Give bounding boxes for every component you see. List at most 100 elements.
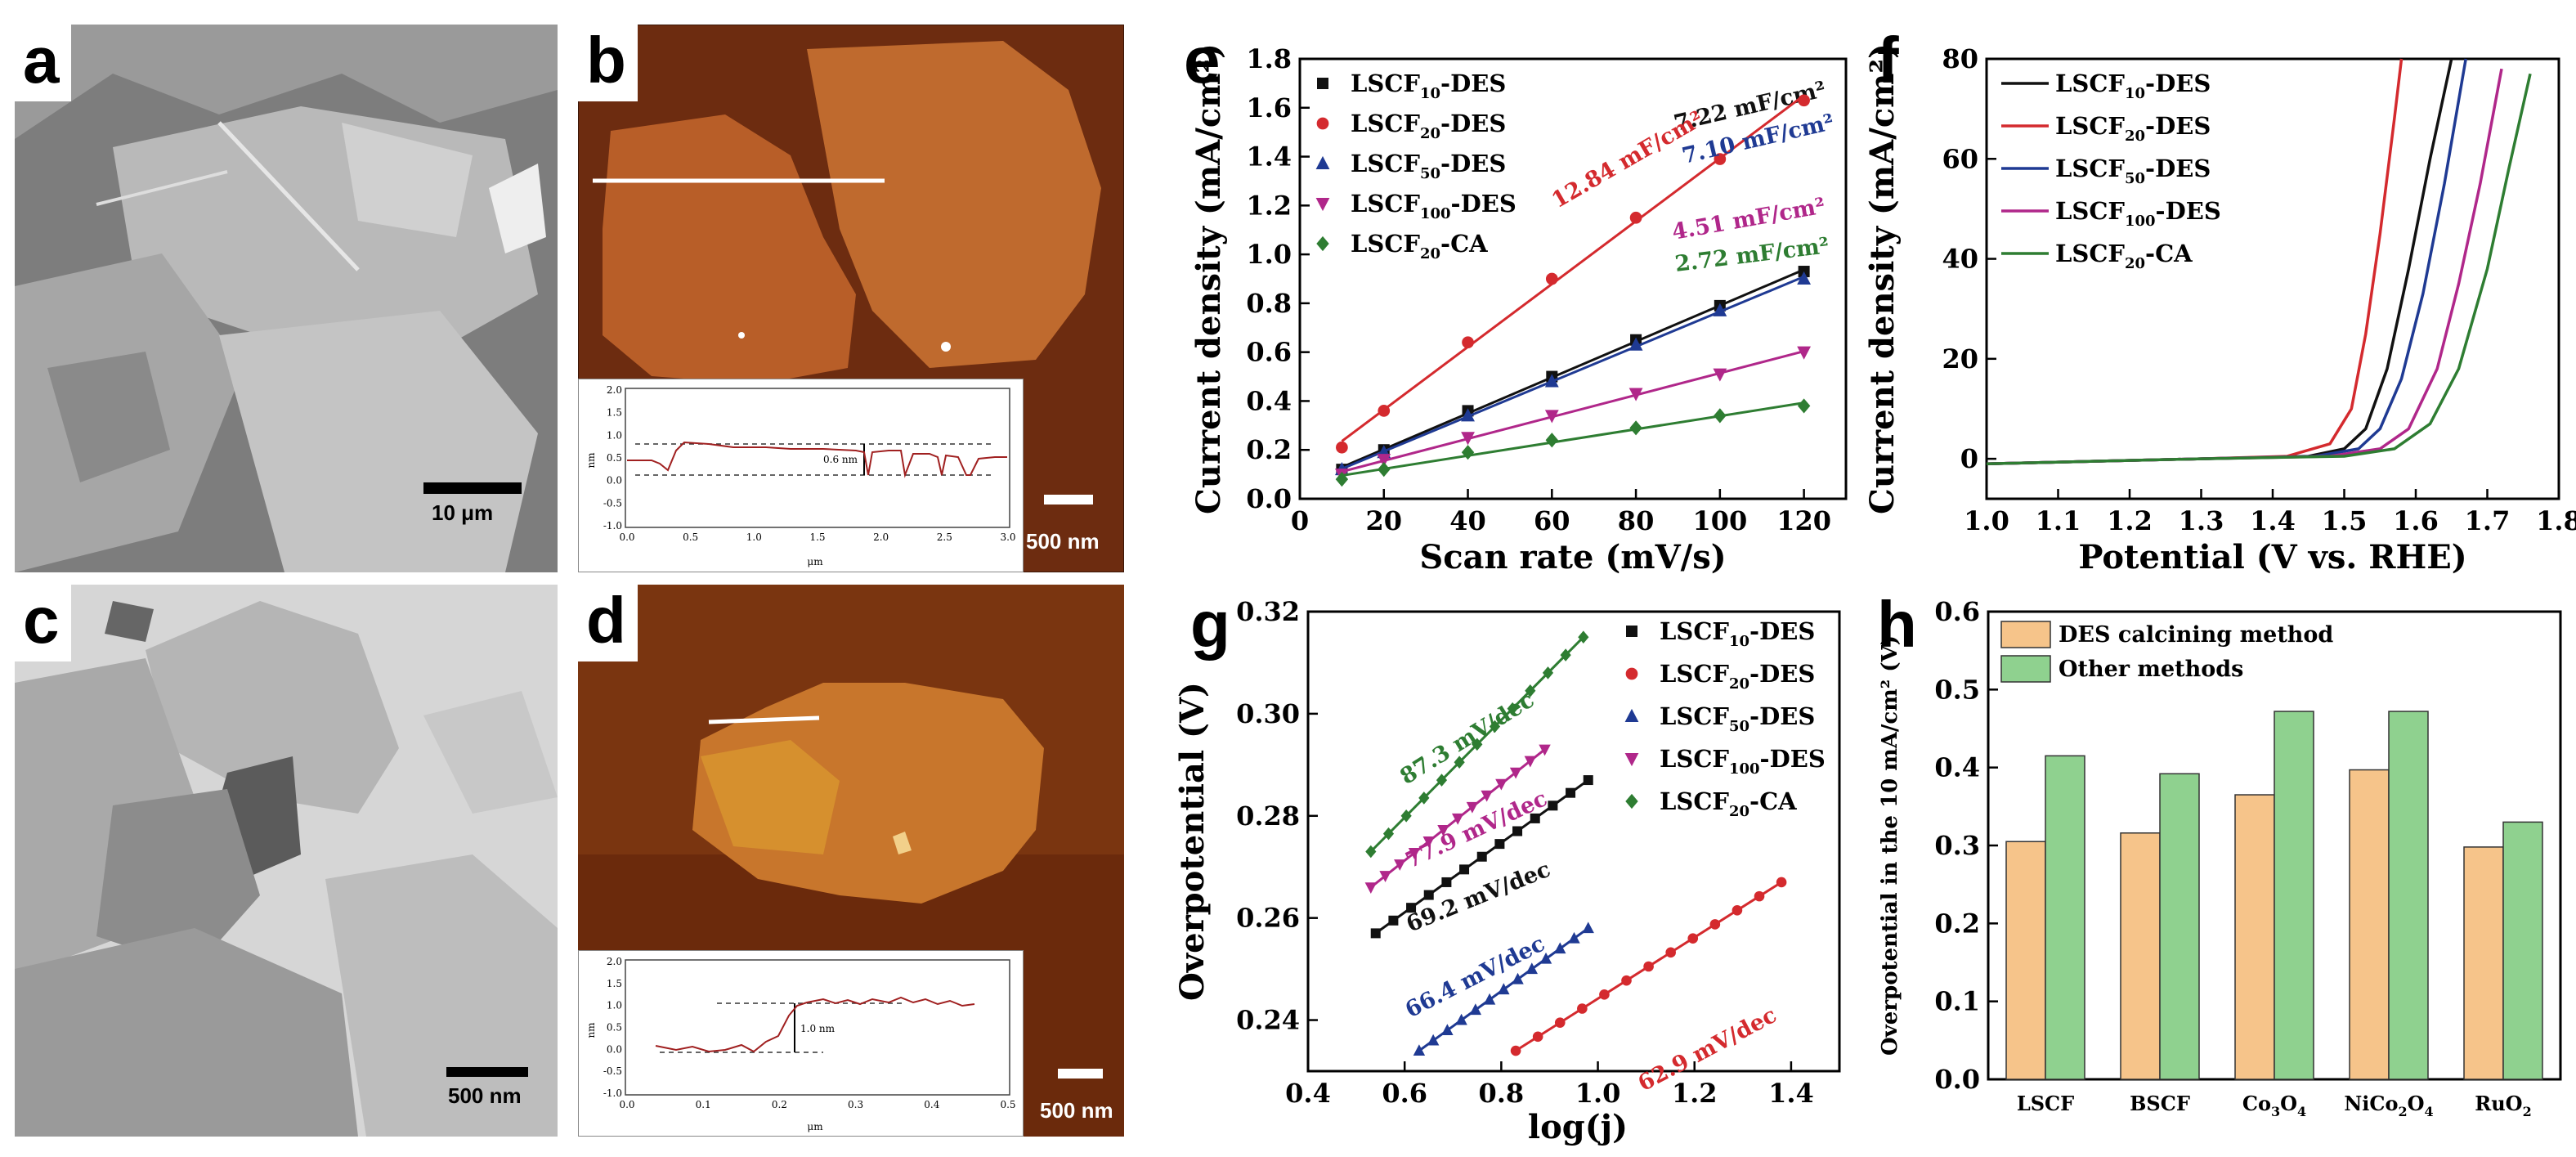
data-point xyxy=(1621,975,1632,986)
category-label-ruo2: RuO2 xyxy=(2475,1092,2531,1119)
sem-image-a xyxy=(15,25,558,572)
legend-label-sub: 20 xyxy=(1729,803,1749,820)
category-label-co3o4: Co3O4 xyxy=(2242,1092,2306,1119)
legend-label: LSCF100-DES xyxy=(1660,745,1826,778)
x-tick-label: 40 xyxy=(1449,505,1486,536)
x-tick-label: 0.8 xyxy=(1479,1078,1525,1109)
inset-x-tick-label: 0.3 xyxy=(848,1099,863,1110)
legend-label-base: LSCF xyxy=(1660,617,1729,645)
data-point xyxy=(1539,952,1552,964)
inset-x-tick-label: 0.0 xyxy=(619,531,634,543)
legend-marker xyxy=(1316,235,1329,252)
y-tick-label: 1.4 xyxy=(1246,141,1292,173)
legend-label-suffix: -DES xyxy=(1440,70,1506,97)
panel-e: 0 20 40 60 80 100 120 0.0 0.2 0.4 0.6 0.8 1.0 1.2 1.4 1… xyxy=(1136,25,1856,597)
tafel-series-lscf20-des: 62.9 mV/dec xyxy=(1510,877,1787,1096)
bar-nico2o4-des xyxy=(2349,769,2390,1080)
legend-marker xyxy=(1315,198,1330,212)
y-tick-label: 0.6 xyxy=(1934,596,1980,627)
legend-label: LSCF20-CA xyxy=(2055,240,2193,272)
inset-y-tick-label: -1.0 xyxy=(603,520,622,531)
inset-x-tick-label: 0.1 xyxy=(696,1099,711,1110)
inset-x-tick-label: 0.0 xyxy=(619,1099,634,1110)
scale-bar-label-b: 500 nm xyxy=(1026,529,1100,554)
data-point xyxy=(1797,346,1812,360)
panel-letter-h: h xyxy=(1877,588,1917,661)
legend-label-base: LSCF xyxy=(2055,240,2125,267)
legend-label-suffix: -DES xyxy=(1440,110,1506,137)
x-tick-label: 1.2 xyxy=(2107,505,2153,536)
legend-label-suffix: -DES xyxy=(2145,70,2211,97)
legend-label-base: LSCF xyxy=(2055,70,2125,97)
category-label-sub: 2 xyxy=(2398,1104,2407,1119)
height-profile-inset-d: 2.0 1.5 1.0 0.5 0.0 -0.5 -1.0 0.0 0.1 0.2 0.3 0.4 0… xyxy=(578,950,1024,1137)
category-label-sub: 4 xyxy=(2425,1104,2434,1119)
y-tick-label: 0.0 xyxy=(1934,1064,1980,1095)
inset-y-tick-label: -0.5 xyxy=(603,1065,622,1077)
x-tick-label: 100 xyxy=(1692,505,1747,536)
legend-marker xyxy=(1626,626,1637,637)
data-point xyxy=(1494,839,1505,850)
panel-letter-g: g xyxy=(1190,588,1230,661)
data-point xyxy=(1629,420,1642,436)
legend-label-suffix: -DES xyxy=(1749,617,1815,645)
legend-label-base: LSCF xyxy=(1660,745,1729,773)
y-tick-label: 1.0 xyxy=(1246,239,1292,270)
legend-label: LSCF10-DES xyxy=(1660,617,1815,650)
inset-x-tick-label: 1.0 xyxy=(746,531,762,543)
inset-y-tick-label: 1.5 xyxy=(607,978,622,989)
legend-label-suffix: -DES xyxy=(1749,660,1815,688)
data-point xyxy=(1583,775,1593,786)
panel-letter-a: a xyxy=(15,25,71,101)
scale-bar-label-a: 10 μm xyxy=(432,500,494,525)
data-point xyxy=(1441,877,1452,887)
data-point xyxy=(1512,972,1524,984)
y-tick-label: 0.4 xyxy=(1246,385,1292,416)
legend-label-sub: 50 xyxy=(1729,718,1749,735)
data-point xyxy=(1554,942,1566,954)
data-point xyxy=(1377,454,1391,468)
legend-label: LSCF20-DES xyxy=(1660,660,1815,693)
data-point xyxy=(1454,756,1465,769)
data-point xyxy=(1400,809,1412,823)
scale-bar-label-d: 500 nm xyxy=(1040,1098,1113,1123)
y-tick-label: 0.1 xyxy=(1934,986,1980,1017)
fit-line xyxy=(1341,94,1805,442)
x-tick-label: 1.5 xyxy=(2322,505,2368,536)
inset-d-xlabel: μm xyxy=(807,1121,823,1132)
legend-label-suffix: -DES xyxy=(2145,155,2211,182)
data-point xyxy=(1714,153,1727,165)
plot-frame-e xyxy=(1298,57,1848,500)
legend-label: LSCF20-CA xyxy=(1660,787,1797,820)
legend-label-suffix: -CA xyxy=(1749,787,1797,815)
legend-label: LSCF100-DES xyxy=(2055,197,2221,230)
data-point xyxy=(1413,1044,1426,1056)
data-point xyxy=(1539,744,1551,756)
data-point xyxy=(1459,864,1470,875)
chart-g-tafel: 0.4 0.6 0.8 1.0 1.2 1.4 0.24 0.26 0.28 0.30 0.32 6… xyxy=(1173,596,1841,1146)
legend-label: LSCF10-DES xyxy=(2055,70,2211,102)
legend-label-sub: 10 xyxy=(2125,85,2145,102)
data-point xyxy=(1483,993,1496,1005)
data-point xyxy=(1628,337,1643,351)
y-tick-label: 0.26 xyxy=(1236,903,1300,934)
y-tick-label: 0.2 xyxy=(1934,908,1980,939)
data-point xyxy=(1554,1017,1566,1028)
inset-y-tick-label: 2.0 xyxy=(607,956,622,967)
legend-label-sub: 50 xyxy=(1420,165,1440,182)
x-tick-label: 0 xyxy=(1291,505,1309,536)
y-tick-label: 1.6 xyxy=(1246,92,1292,123)
panel-letter-c: c xyxy=(15,585,71,661)
legend-marker xyxy=(1625,793,1638,809)
data-point xyxy=(1577,1003,1588,1014)
category-label-base: RuO xyxy=(2475,1092,2522,1115)
legend-marker xyxy=(1624,753,1639,767)
chart-e-scan-rate: 0 20 40 60 80 100 120 0.0 0.2 0.4 0.6 0.8 1.0 1.2 1.4 1… xyxy=(1189,43,1848,576)
legend-label-base: LSCF xyxy=(2055,197,2125,225)
panel-h: 0.0 0.1 0.2 0.3 0.4 0.5 0.6 LSCF BSCF Co3O4 NiCo2… xyxy=(1856,589,2576,1153)
legend-label: LSCF100-DES xyxy=(1351,190,1516,222)
fit-line xyxy=(1342,401,1804,477)
data-point xyxy=(1408,848,1421,859)
legend-label-suffix: -DES xyxy=(1451,190,1516,217)
y-axis-title-f: Current density (mA/cm²) xyxy=(1863,43,1902,514)
